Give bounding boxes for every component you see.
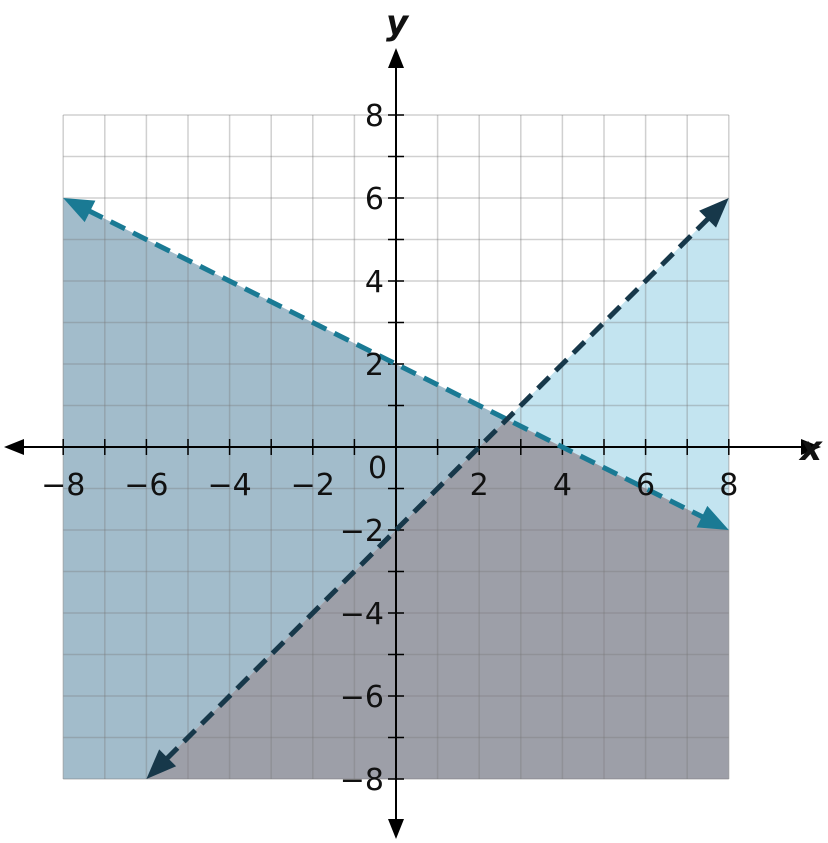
y-axis-up-arrow-icon xyxy=(388,48,404,68)
x-tick-label: 6 xyxy=(636,468,655,503)
x-tick-label: 2 xyxy=(470,468,489,503)
origin-label: 0 xyxy=(368,451,387,486)
y-tick-label: 2 xyxy=(365,348,384,383)
y-tick-label: −4 xyxy=(340,597,384,632)
arrowhead-end-icon xyxy=(699,198,729,228)
arrowhead-start-icon xyxy=(63,198,96,223)
x-axis-left-arrow-icon xyxy=(4,439,24,455)
y-tick-label: −6 xyxy=(340,680,384,715)
x-tick-label: −4 xyxy=(207,468,251,503)
x-tick-label: −6 xyxy=(124,468,168,503)
y-tick-label: −8 xyxy=(340,763,384,798)
x-tick-label: −2 xyxy=(291,468,335,503)
x-tick-label: 4 xyxy=(553,468,572,503)
arrowhead-end-icon xyxy=(696,505,729,530)
x-axis-right-arrow-icon xyxy=(801,439,821,455)
y-axis-label: y xyxy=(386,3,410,43)
boundary-line-1 xyxy=(164,216,711,761)
y-tick-label: 6 xyxy=(365,182,384,217)
arrowhead-start-icon xyxy=(146,749,177,779)
x-tick-label: 8 xyxy=(719,468,738,503)
y-tick-label: −2 xyxy=(340,514,384,549)
y-tick-label: 8 xyxy=(365,99,384,134)
x-tick-label: −8 xyxy=(41,468,85,503)
y-tick-label: 4 xyxy=(365,265,384,300)
boundary-line-0 xyxy=(87,208,705,520)
y-axis-down-arrow-icon xyxy=(388,819,404,839)
shaded-region-2 xyxy=(146,419,729,779)
shaded-region-1 xyxy=(63,198,507,779)
x-axis-label: x xyxy=(798,429,823,469)
